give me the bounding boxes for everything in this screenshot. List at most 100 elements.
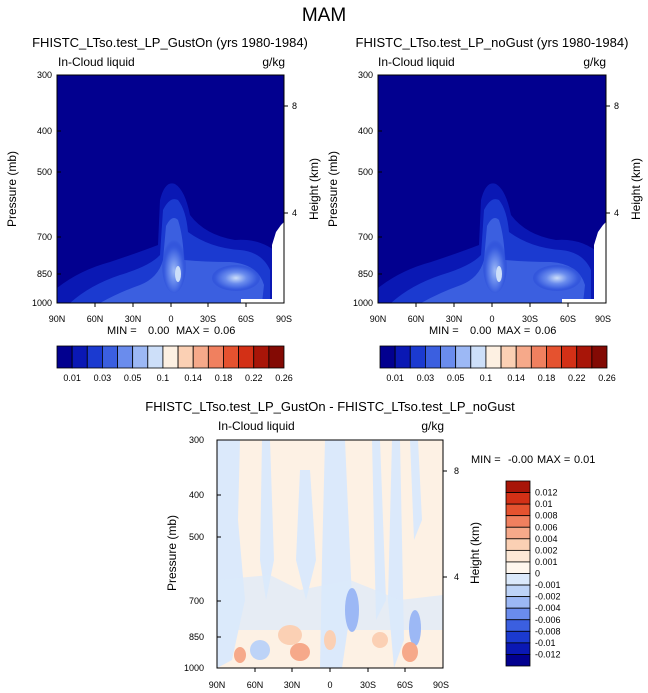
colorbar-label: 0.18 (538, 373, 556, 383)
y-tick-label: 1000 (184, 663, 204, 673)
y-tick-label: 300 (358, 70, 373, 80)
x-tick-label: 60N (247, 680, 264, 690)
colorbar: 0.01 0.03 0.05 0.1 0.14 0.18 0.22 0.26 (379, 345, 616, 383)
colorbar-box (505, 526, 531, 540)
colorbar-box (505, 480, 531, 493)
units-label: g/kg (421, 419, 444, 433)
y-tick-label: 400 (358, 126, 373, 136)
colorbar-label: 0.18 (215, 373, 233, 383)
colorbar-box (132, 345, 149, 369)
colorbar-box (147, 345, 164, 369)
colorbar-box (505, 561, 531, 574)
colorbar-label: 0.22 (245, 373, 263, 383)
height-tick-label: 8 (454, 466, 459, 476)
colorbar-box (102, 345, 118, 369)
field-label: In-Cloud liquid (378, 55, 455, 69)
height-tick-label: 8 (292, 101, 297, 111)
colorbar-label: -0.001 (535, 580, 561, 590)
y-axis-label: Pressure (mb) (326, 151, 340, 227)
contour-field (217, 440, 443, 668)
x-tick-label: 60S (238, 314, 254, 324)
colorbar-label: 0 (535, 569, 540, 579)
colorbar-label: 0.008 (535, 511, 558, 521)
colorbar-box (505, 492, 531, 505)
colorbar-box (505, 630, 531, 644)
height-tick-label: 4 (292, 208, 297, 218)
x-ticks (254, 668, 406, 672)
colorbar-box (268, 345, 285, 369)
x-tick-label: 0 (489, 314, 494, 324)
colorbar-box (485, 345, 502, 369)
x-tick-label: 30S (200, 314, 216, 324)
colorbar-label: 0.26 (275, 373, 293, 383)
height-tick-label: 4 (614, 208, 619, 218)
colorbar-label: 0.05 (124, 373, 142, 383)
y-tick-label: 850 (189, 632, 204, 642)
min-label: MIN = (429, 325, 459, 337)
colorbar-box (470, 345, 487, 369)
x-tick-label: 30S (360, 680, 376, 690)
x-tick-label: 0 (327, 680, 332, 690)
colorbar-label: -0.004 (535, 603, 561, 613)
x-tick-label: 30N (125, 314, 142, 324)
y-axis-right-label: Height (km) (629, 158, 643, 220)
colorbar-box (394, 345, 411, 369)
x-tick-label: 90S (276, 314, 292, 324)
colorbar-box (56, 345, 73, 369)
y-tick-label: 700 (37, 232, 52, 242)
y-tick-label: 1000 (353, 298, 373, 308)
colorbar-label: 0.01 (386, 373, 404, 383)
colorbar-box (117, 345, 134, 369)
max-value: 0.06 (535, 325, 556, 337)
x-ticks (94, 303, 247, 307)
y-axis-label: Pressure (mb) (165, 515, 179, 591)
colorbar-box (505, 515, 531, 528)
colorbar-box (591, 345, 608, 369)
colorbar-box (162, 345, 179, 369)
colorbar-label: 0.1 (480, 373, 493, 383)
colorbar-box (546, 345, 563, 369)
colorbar-box (253, 345, 270, 369)
colorbar-box (223, 345, 239, 369)
colorbar-box (505, 584, 531, 598)
colorbar-box (530, 345, 547, 369)
y-tick-label: 300 (37, 70, 52, 80)
colorbar: 0.01 0.03 0.05 0.1 0.14 0.18 0.22 0.26 (56, 345, 293, 383)
y-ticks (57, 105, 288, 275)
main-title: MAM (302, 5, 346, 26)
max-value: 0.06 (214, 325, 235, 337)
x-tick-label: 60S (560, 314, 576, 324)
units-label: g/kg (262, 55, 285, 69)
colorbar-label: 0.004 (535, 534, 558, 544)
colorbar-label: 0.001 (535, 557, 558, 567)
panel-title: FHISTC_LTso.test_LP_noGust (yrs 1980-198… (356, 35, 629, 50)
colorbar-label: 0.05 (447, 373, 465, 383)
x-tick-label: 90N (49, 314, 66, 324)
colorbar-label: 0.03 (94, 373, 112, 383)
colorbar-label: 0.012 (535, 488, 558, 498)
y-tick-label: 300 (189, 435, 204, 445)
x-tick-label: 90N (209, 680, 226, 690)
y-tick-label: 400 (189, 490, 204, 500)
min-label: MIN = (107, 325, 137, 337)
colorbar-box (238, 345, 255, 369)
contour-field (378, 75, 606, 303)
x-tick-label: 90S (433, 680, 449, 690)
colorbar-box (505, 596, 531, 609)
y-tick-label: 500 (189, 532, 204, 542)
colorbar-box (505, 573, 531, 586)
min-value: 0.00 (148, 325, 169, 337)
colorbar-label: 0.26 (598, 373, 616, 383)
colorbar-label: 0.002 (535, 545, 558, 555)
colorbar-label: 0.01 (535, 499, 553, 509)
colorbar-box (505, 619, 531, 632)
x-tick-label: 30N (446, 314, 463, 324)
y-ticks (217, 470, 447, 638)
field-label: In-Cloud liquid (218, 419, 295, 433)
x-tick-label: 0 (168, 314, 173, 324)
y-axis-right-label: Height (km) (307, 158, 321, 220)
colorbar-label: 0.22 (568, 373, 586, 383)
colorbar-box (505, 538, 531, 551)
colorbar-label: -0.008 (535, 626, 561, 636)
